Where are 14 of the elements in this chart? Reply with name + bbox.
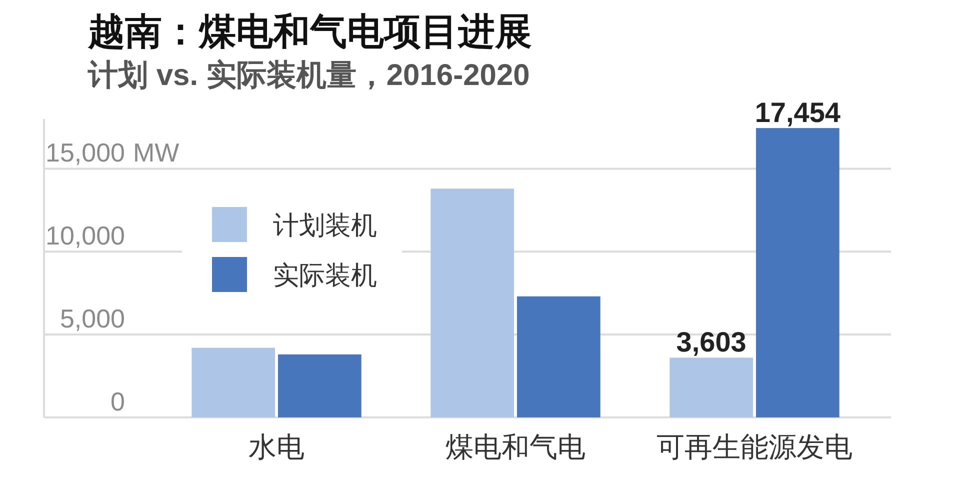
chart-title: 越南：煤电和气电项目进展	[88, 10, 532, 54]
data-label: 3,603	[676, 326, 746, 358]
chart-subtitle: 计划 vs. 实际装机量，2016-2020	[88, 58, 530, 94]
y-tick-label: 10,000	[46, 220, 126, 250]
x-tick-label: 可再生能源发电	[656, 430, 852, 462]
x-tick-label: 煤电和气电	[446, 430, 586, 462]
legend-label: 实际装机	[273, 260, 378, 290]
y-tick-label: 0	[110, 386, 126, 416]
data-label: 17,454	[754, 96, 841, 128]
y-tick-label: 5,000	[60, 303, 126, 334]
y-tick-label: 15,000	[46, 137, 126, 168]
legend-label: 计划装机	[273, 210, 378, 240]
y-axis-title: MW	[133, 137, 180, 168]
x-tick-label: 水电	[248, 430, 305, 462]
